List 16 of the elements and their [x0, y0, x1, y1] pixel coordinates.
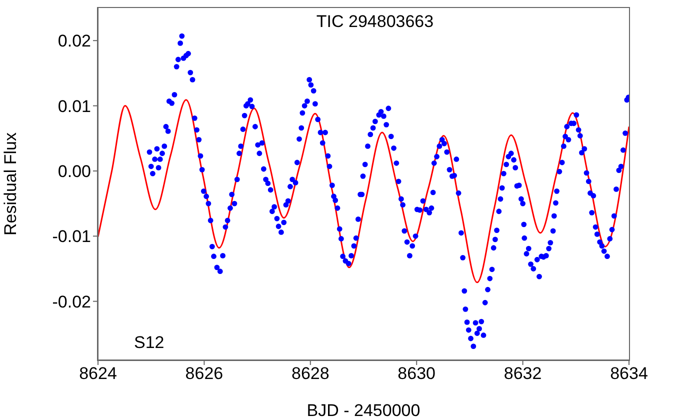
- x-axis-title: BJD - 2450000: [306, 401, 420, 420]
- line-series: [98, 99, 629, 284]
- annotation: S12: [134, 333, 164, 353]
- y-tick-label: 0.01: [58, 96, 91, 116]
- x-tick-label: 8626: [185, 364, 224, 384]
- y-tick-label: 0.02: [58, 32, 91, 51]
- chart-title: TIC 294803663: [315, 12, 435, 32]
- y-tick-label: -0.02: [52, 292, 91, 312]
- x-tick-label: 8634: [610, 364, 648, 384]
- y-axis-title: Residual Flux: [1, 132, 20, 236]
- x-tick-label: 8632: [504, 364, 542, 384]
- y-tick-label: -0.01: [52, 227, 91, 246]
- x-tick-label: 8630: [398, 364, 436, 384]
- x-tick-label: 8628: [291, 364, 330, 384]
- x-tick-label: 8624: [79, 364, 117, 384]
- y-tick-label: 0.00: [58, 162, 91, 181]
